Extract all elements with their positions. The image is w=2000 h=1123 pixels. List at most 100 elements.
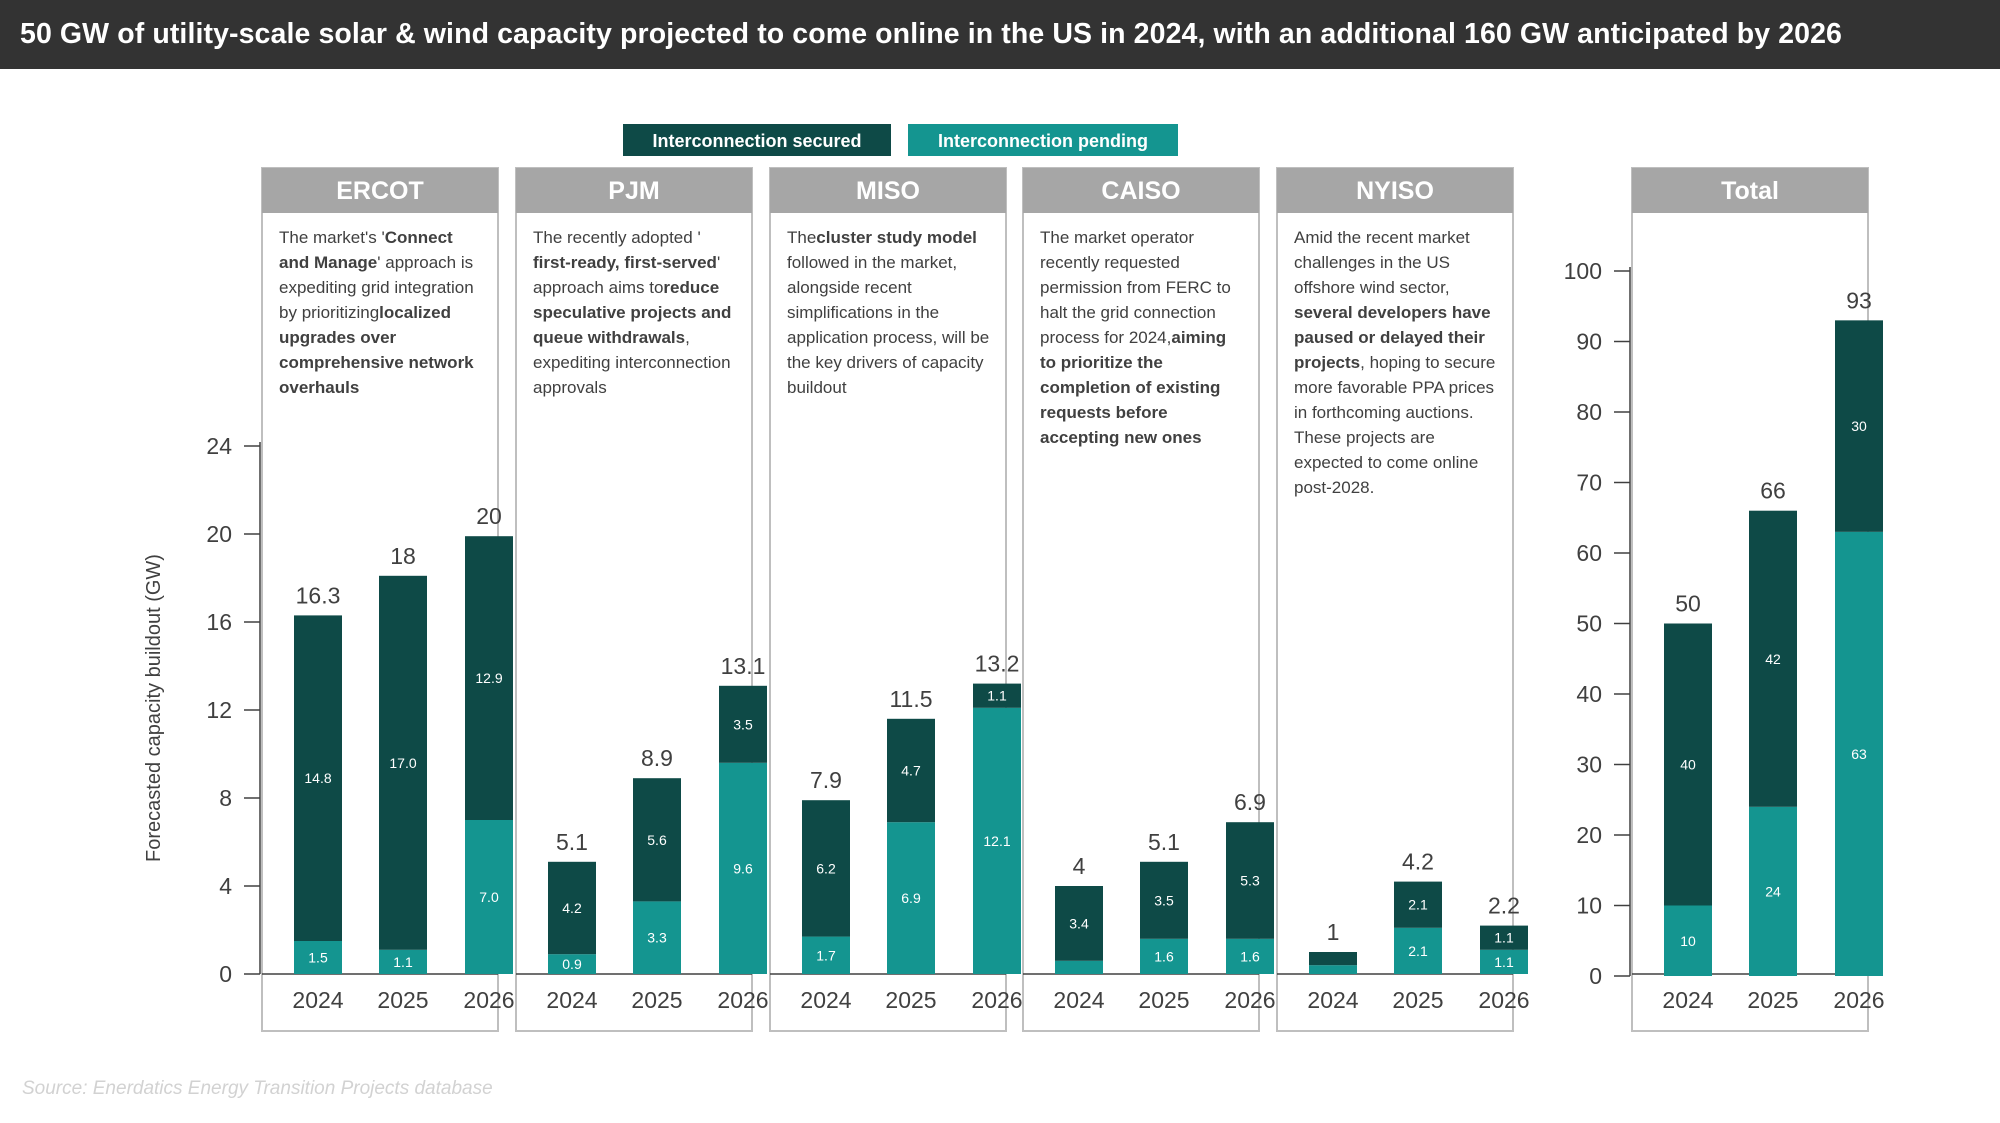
y-axis: 0 4 8 12 16 20 24 Forecasted capacity buildout … — [143, 433, 261, 987]
total-x-tick-label: 2024 — [1662, 987, 1713, 1013]
total-y-tick-label: 40 — [1576, 681, 1602, 707]
panel-data-label: 17.0 — [389, 755, 416, 771]
total-bar-secured — [1664, 623, 1712, 906]
panel-x-tick-label: 2024 — [546, 987, 597, 1013]
panel-total-label: 1 — [1327, 919, 1340, 945]
y-tick-label: 24 — [206, 433, 232, 459]
panel-bar-secured — [294, 615, 342, 941]
panel-total-label: 4.2 — [1402, 849, 1434, 875]
y-tick-label: 0 — [219, 961, 232, 987]
panel-x-tick-label: 2026 — [463, 987, 514, 1013]
panel-note-line: completion of existing — [1040, 378, 1220, 397]
total-y-tick-label: 100 — [1564, 258, 1602, 284]
panel-note-line: queue withdrawals, — [533, 328, 690, 347]
panel-x-tick-label: 2026 — [971, 987, 1022, 1013]
panel-note-line: approvals — [533, 378, 607, 397]
panel-data-label: 1.1 — [987, 688, 1007, 704]
panel-note-line: accepting new ones — [1040, 428, 1202, 447]
panel-total-label: 13.1 — [721, 653, 766, 679]
panel-total-label: 2.2 — [1488, 893, 1520, 919]
y-tick-label: 12 — [206, 697, 232, 723]
panel-bar-pending — [1394, 927, 1442, 974]
total-data-label: 42 — [1765, 651, 1781, 667]
panel-bar-pending — [548, 954, 596, 974]
y-tick-label: 8 — [219, 785, 232, 811]
panel-data-label: 5.6 — [647, 832, 667, 848]
panel-data-label: 3.3 — [647, 930, 667, 946]
panel-note-line: The market's 'Connect — [279, 228, 453, 247]
panel-note-line: halt the grid connection — [1040, 303, 1216, 322]
panel-data-label: 4.7 — [901, 763, 921, 779]
panel-header — [770, 168, 1006, 213]
panel-ercot: ERCOT The market's 'Connect and Manage' ap… — [261, 167, 515, 1032]
panel-header — [516, 168, 752, 213]
panel-note-line: These projects are — [1294, 428, 1435, 447]
total-bar-secured — [1835, 320, 1883, 532]
panel-data-label: 9.6 — [733, 860, 753, 876]
panel-data-label: 5.3 — [1240, 873, 1260, 889]
panel-total-label: 11.5 — [889, 686, 932, 712]
total-y-tick-label: 80 — [1576, 399, 1602, 425]
panel-note-line: Amid the recent market — [1294, 228, 1470, 247]
panel-data-label: 0.9 — [562, 956, 582, 972]
panel-bar-pending — [1140, 938, 1188, 974]
total-x-tick-label: 2025 — [1747, 987, 1798, 1013]
y-tick-label: 4 — [219, 873, 232, 899]
panel-x-tick-label: 2024 — [292, 987, 343, 1013]
panel-bar-secured — [379, 575, 427, 950]
panel-pjm: PJM The recently adopted ' first-ready, fi… — [515, 167, 769, 1032]
panel-bar-secured — [1480, 925, 1528, 950]
panel-data-label: 14.8 — [304, 770, 331, 786]
total-y-tick-label: 10 — [1576, 893, 1602, 919]
total-y-tick-label: 20 — [1576, 822, 1602, 848]
panel-data-label: 3.4 — [1069, 915, 1089, 931]
total-total-label: 93 — [1846, 287, 1872, 313]
panel-bar-pending — [294, 941, 342, 974]
title-bar: 50 GW of utility-scale solar & wind capa… — [0, 0, 2000, 69]
total-panel-header — [1632, 168, 1868, 213]
panel-total-label: 6.9 — [1234, 789, 1266, 815]
total-y-tick-label: 30 — [1576, 752, 1602, 778]
total-y-tick-label: 90 — [1576, 329, 1602, 355]
panel-note-line: expediting interconnection — [533, 353, 731, 372]
panel-note-line: paused or delayed their — [1294, 328, 1485, 347]
panel-note-line: followed in the market, — [787, 253, 957, 272]
panel-header — [1023, 168, 1259, 213]
chart-title: 50 GW of utility-scale solar & wind capa… — [20, 18, 1842, 50]
panel-x-tick-label: 2026 — [717, 987, 768, 1013]
total-total-label: 66 — [1760, 478, 1786, 504]
panel-title: CAISO — [1101, 177, 1180, 205]
panel-note-line: to prioritize the — [1040, 353, 1163, 372]
panel-note-line: The market operator — [1040, 228, 1194, 247]
panel-x-tick-label: 2025 — [1392, 987, 1443, 1013]
total-y-tick-label: 50 — [1576, 611, 1602, 637]
panel-bar-pending — [1226, 938, 1274, 974]
panel-bar-pending — [802, 936, 850, 974]
panel-note-line: buildout — [787, 378, 847, 397]
panel-note-line: process for 2024,aiming — [1040, 328, 1226, 347]
panel-total-label: 20 — [476, 503, 502, 529]
panel-bar-pending — [379, 949, 427, 974]
panel-note-line: projects, hoping to secure — [1294, 353, 1495, 372]
panel-total-label: 5.1 — [556, 829, 588, 855]
panel-bar-pending — [719, 762, 767, 974]
panel-bar-pending — [887, 822, 935, 974]
panel-total-label: 8.9 — [641, 745, 673, 771]
panel-total-label: 4 — [1073, 853, 1086, 879]
panel-bar-secured — [887, 718, 935, 823]
total-data-label: 10 — [1680, 933, 1696, 949]
panel-bar-secured — [465, 536, 513, 820]
panel-data-label: 12.9 — [475, 670, 502, 686]
panel-note-line: expediting grid integration — [279, 278, 474, 297]
panel-data-label: 12.1 — [983, 833, 1010, 849]
legend-label-pending: Interconnection pending — [938, 131, 1148, 151]
y-axis-title: Forecasted capacity buildout (GW) — [143, 554, 165, 862]
panel-bar-secured — [633, 778, 681, 902]
panel-bar-secured — [1140, 861, 1188, 939]
panel-data-label: 1.1 — [1494, 954, 1514, 970]
panel-data-label: 1.6 — [1240, 948, 1260, 964]
panel-data-label: 1.1 — [1494, 930, 1514, 946]
panel-title: ERCOT — [336, 177, 424, 205]
total-data-label: 24 — [1765, 883, 1781, 899]
panel-x-tick-label: 2025 — [885, 987, 936, 1013]
